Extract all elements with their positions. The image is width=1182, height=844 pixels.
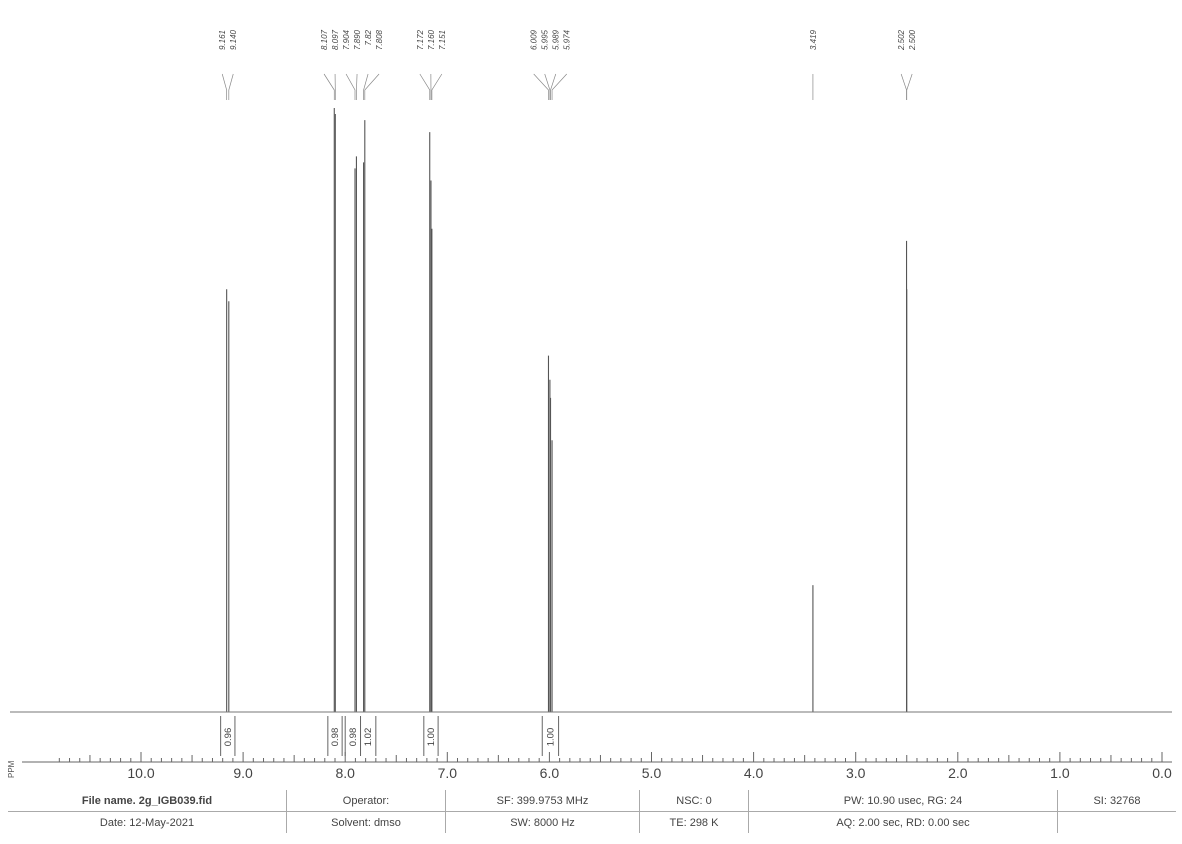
peak-leader-1 bbox=[228, 73, 234, 100]
integral-bracket-4 bbox=[423, 716, 439, 756]
acquisition-time: AQ: 2.00 sec, RD: 0.00 sec bbox=[748, 811, 1058, 833]
peak-label-13: 5.989 bbox=[552, 29, 561, 50]
acquisition-info-table: File name. 2g_IGB039.fid Operator: SF: 3… bbox=[8, 790, 1176, 833]
nmr-spectrum-chart: 9.161 9.140 8.107 8.097 7.904 7.890 7.82 7.808 7… bbox=[7, 29, 1172, 781]
file-name: File name. 2g_IGB039.fid bbox=[8, 790, 287, 812]
peak-leader-11 bbox=[533, 73, 549, 100]
x-tick-label-6: 4.0 bbox=[744, 765, 764, 781]
integral-bracket-1 bbox=[327, 716, 343, 756]
peak-leader-4 bbox=[345, 73, 356, 100]
peak-leader-14 bbox=[551, 73, 568, 100]
integral-value-5: 1.00 bbox=[545, 728, 556, 747]
integral-value-1: 0.98 bbox=[330, 728, 341, 747]
peak-label-15: 3.419 bbox=[809, 29, 818, 50]
peak-label-0: 9.161 bbox=[218, 30, 227, 50]
spectrometer-frequency: SF: 399.9753 MHz bbox=[445, 790, 640, 812]
x-tick-label-7: 3.0 bbox=[846, 765, 866, 781]
x-tick-label-2: 8.0 bbox=[335, 765, 355, 781]
sweep-width: SW: 8000 Hz bbox=[445, 811, 640, 833]
x-tick-label-10: 0.0 bbox=[1152, 765, 1172, 781]
peak-label-12: 5.995 bbox=[541, 29, 550, 50]
x-axis-label: PPM bbox=[7, 760, 16, 778]
operator: Operator: bbox=[286, 790, 446, 812]
peak-label-7: 7.808 bbox=[375, 29, 384, 50]
peak-leader-12 bbox=[544, 73, 551, 100]
peaks bbox=[226, 108, 908, 712]
peak-label-14: 5.974 bbox=[563, 29, 572, 50]
integral-bracket-5 bbox=[541, 716, 560, 756]
integral-bracket-0 bbox=[220, 716, 236, 756]
peak-leader-2 bbox=[323, 73, 335, 100]
x-tick-label-4: 6.0 bbox=[540, 765, 560, 781]
integral-value-3: 1.02 bbox=[363, 728, 374, 747]
peak-leader-16 bbox=[900, 73, 907, 100]
x-tick-label-8: 2.0 bbox=[948, 765, 968, 781]
x-tick-label-9: 1.0 bbox=[1050, 765, 1070, 781]
peak-leader-7 bbox=[364, 73, 380, 100]
integral-value-2: 0.98 bbox=[348, 728, 359, 747]
peak-label-4: 7.904 bbox=[342, 29, 351, 50]
peak-leader-0 bbox=[221, 73, 228, 100]
x-tick-label-0: 10.0 bbox=[127, 765, 154, 781]
peak-label-9: 7.160 bbox=[427, 29, 436, 50]
peak-label-8: 7.172 bbox=[416, 29, 425, 50]
x-axis-ticks: 10.0 9.0 8.0 7.0 6.0 5.0 4.0 3.0 2.0 1.0 0.0 bbox=[58, 752, 1172, 781]
integral-bracket-3 bbox=[360, 716, 377, 756]
peak-leader-13 bbox=[550, 73, 557, 100]
nsc: NSC: 0 bbox=[639, 790, 749, 812]
peak-label-6: 7.82 bbox=[364, 29, 373, 45]
integrals: 0.96 0.98 0.98 1.02 1.00 1.00 bbox=[220, 716, 560, 756]
peak-label-10: 7.151 bbox=[438, 30, 447, 50]
peak-leader-8 bbox=[419, 73, 431, 100]
blank-cell bbox=[1058, 812, 1177, 834]
x-tick-label-5: 5.0 bbox=[642, 765, 662, 781]
date: Date: 12-May-2021 bbox=[8, 811, 287, 833]
peak-leader-17 bbox=[906, 73, 913, 100]
peak-label-11: 6.009 bbox=[530, 29, 539, 50]
peak-label-17: 2.500 bbox=[908, 29, 917, 51]
pulse-width: PW: 10.90 usec, RG: 24 bbox=[748, 790, 1058, 812]
integral-value-0: 0.96 bbox=[223, 728, 234, 747]
peak-leader-10 bbox=[431, 73, 443, 100]
temperature: TE: 298 K bbox=[639, 811, 749, 833]
peak-leader-5 bbox=[356, 73, 358, 100]
peak-label-16: 2.502 bbox=[897, 29, 906, 51]
peak-label-2: 8.107 bbox=[320, 29, 329, 50]
peak-leader-6 bbox=[363, 73, 369, 100]
solvent: Solvent: dmso bbox=[286, 811, 446, 833]
x-tick-label-1: 9.0 bbox=[233, 765, 253, 781]
peak-label-3: 8.097 bbox=[331, 29, 340, 50]
peak-label-5: 7.890 bbox=[353, 29, 362, 50]
x-tick-label-3: 7.0 bbox=[438, 765, 458, 781]
si: SI: 32768 bbox=[1057, 790, 1176, 812]
peak-label-1: 9.140 bbox=[229, 29, 238, 50]
integral-value-4: 1.00 bbox=[426, 728, 437, 747]
peak-labels: 9.161 9.140 8.107 8.097 7.904 7.890 7.82 7.808 7… bbox=[218, 29, 917, 100]
